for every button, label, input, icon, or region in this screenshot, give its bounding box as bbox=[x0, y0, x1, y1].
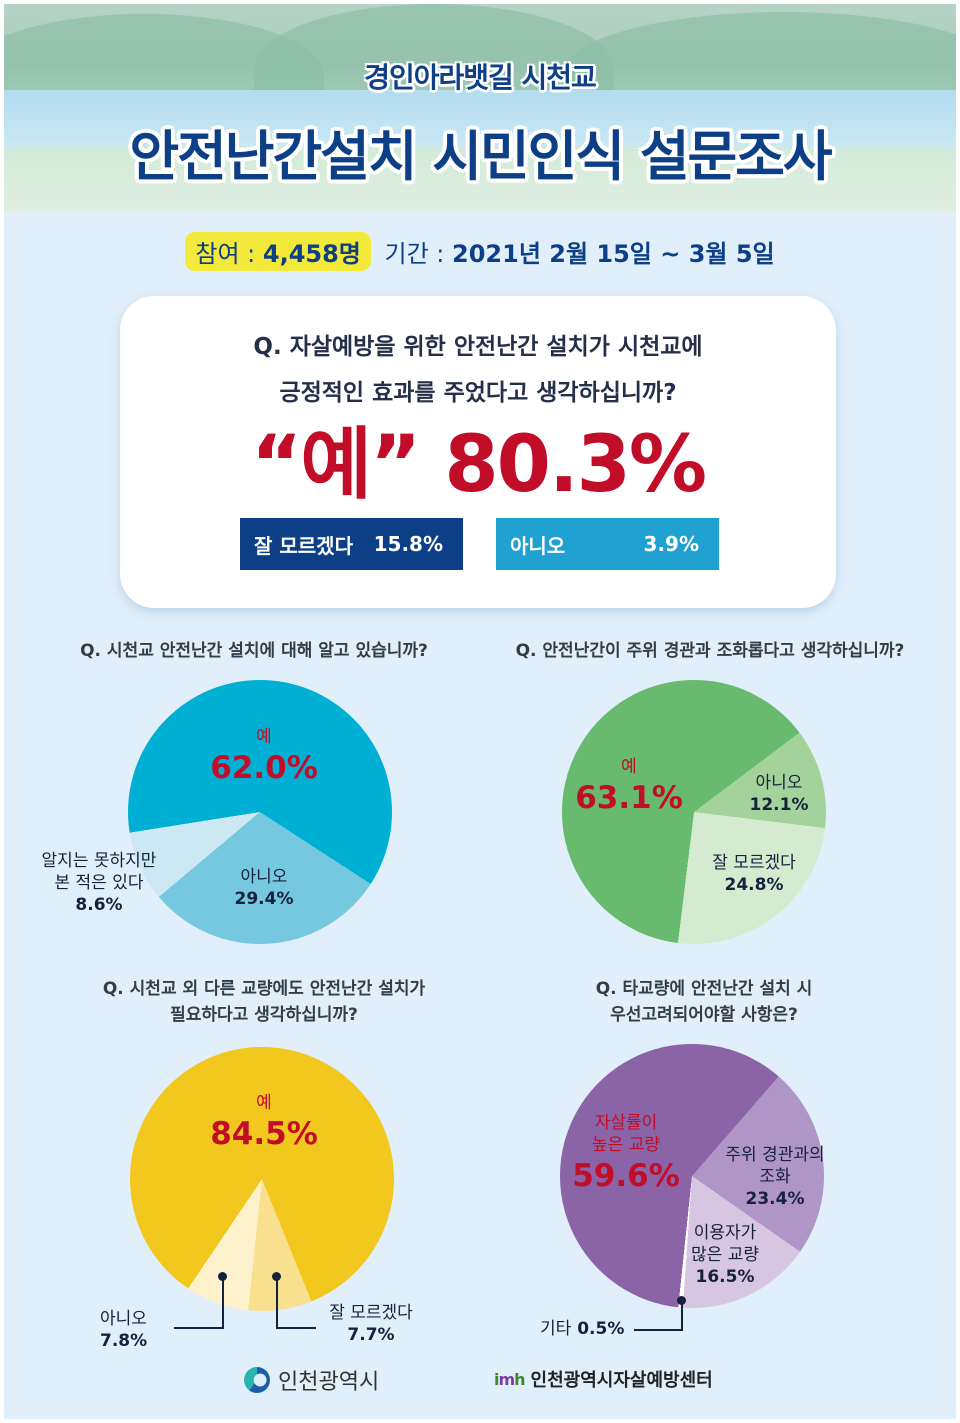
q4-label-landscape: 주위 경관과의 조화 23.4% bbox=[725, 1145, 825, 1209]
period: 기간 : 2021년 2월 15일 ~ 3월 5일 bbox=[385, 240, 775, 268]
q2-label-unsure: 잘 모르겠다 24.8% bbox=[712, 853, 796, 895]
result-box-unsure: 잘 모르겠다 15.8% bbox=[240, 518, 463, 570]
q2-label-no: 아니오 12.1% bbox=[749, 773, 809, 815]
main-question: Q. 자살예방을 위한 안전난간 설치가 시천교에 긍정적인 효과를 주었다고 … bbox=[120, 324, 836, 416]
q4-title: Q. 타교량에 안전난간 설치 시 우선고려되어야할 사항은? bbox=[595, 979, 813, 1025]
q1-label-seen: 알지는 못하지만 본 적은 있다 8.6% bbox=[41, 851, 157, 915]
period-label: 기간 : bbox=[384, 240, 453, 268]
q2-pie-chart bbox=[562, 680, 826, 944]
infographic: 경인아라뱃길 시천교 안전난간설치 시민인식 설문조사 참여 : 4,458명 … bbox=[4, 4, 956, 1419]
footer: 인천광역시 imh 인천광역시자살예방센터 bbox=[4, 1364, 956, 1404]
incheon-city-name: 인천광역시 bbox=[278, 1370, 380, 1395]
q1-label-no: 아니오 29.4% bbox=[234, 867, 294, 909]
river-illustration bbox=[4, 90, 956, 146]
imh-logo-icon: imh bbox=[494, 1369, 526, 1389]
q1-pie-chart bbox=[128, 680, 392, 944]
result-label: 아니오 bbox=[510, 533, 566, 558]
period-value: 2021년 2월 15일 ~ 3월 5일 bbox=[452, 240, 775, 268]
suicide-prevention-center-logo: imh 인천광역시자살예방센터 bbox=[494, 1366, 713, 1392]
q4-label-suicide-rate: 자살률이 높은 교량 59.6% bbox=[572, 1113, 680, 1194]
q4-pie-chart bbox=[560, 1044, 824, 1308]
q3-label-no: 아니오 7.8% bbox=[100, 1309, 148, 1351]
main-question-card: Q. 자살예방을 위한 안전난간 설치가 시천교에 긍정적인 효과를 주었다고 … bbox=[120, 296, 836, 608]
participation-value: 4,458명 bbox=[262, 240, 361, 268]
q2-label-yes: 예 63.1% bbox=[575, 757, 683, 816]
q4-label-many-users: 이용자가 많은 교량 16.5% bbox=[691, 1223, 759, 1287]
q3-title: Q. 시천교 외 다른 교량에도 안전난간 설치가 필요하다고 생각하십니까? bbox=[102, 979, 426, 1025]
q4-leader-line bbox=[634, 1329, 683, 1331]
main-question-line2: 긍정적인 효과를 주었다고 생각하십니까? bbox=[279, 380, 677, 406]
participation-badge: 참여 : 4,458명 bbox=[185, 232, 371, 271]
q2-title: Q. 안전난간이 주위 경관과 조화롭다고 생각하십니까? bbox=[515, 641, 905, 661]
participation-label: 참여 : bbox=[195, 240, 263, 268]
q4-label-other: 기타 0.5% bbox=[540, 1319, 625, 1339]
q3-label-yes: 예 84.5% bbox=[210, 1093, 318, 1152]
center-name: 인천광역시자살예방센터 bbox=[530, 1370, 713, 1391]
result-value: 3.9% bbox=[643, 532, 699, 556]
incheon-emblem-icon bbox=[244, 1367, 270, 1393]
q3-leader-line bbox=[276, 1276, 278, 1328]
q1-label-yes: 예 62.0% bbox=[210, 727, 318, 786]
q3-leader-line bbox=[174, 1327, 224, 1329]
q3-pie-chart bbox=[130, 1047, 394, 1311]
headline-result: “예” 80.3% bbox=[250, 420, 707, 510]
result-label: 잘 모르겠다 bbox=[254, 533, 353, 558]
q4-leader-line bbox=[681, 1300, 683, 1330]
q3-label-unsure: 잘 모르겠다 7.7% bbox=[329, 1303, 413, 1345]
main-question-line1: Q. 자살예방을 위한 안전난간 설치가 시천교에 bbox=[253, 334, 703, 360]
q1-title: Q. 시천교 안전난간 설치에 대해 알고 있습니까? bbox=[80, 641, 428, 661]
result-value: 15.8% bbox=[373, 532, 443, 556]
header-subtitle: 경인아라뱃길 시천교 bbox=[364, 61, 597, 94]
survey-info: 참여 : 4,458명 기간 : 2021년 2월 15일 ~ 3월 5일 bbox=[4, 232, 956, 271]
hero-banner: 경인아라뱃길 시천교 안전난간설치 시민인식 설문조사 bbox=[4, 4, 956, 212]
q3-leader-line bbox=[222, 1276, 224, 1328]
result-box-no: 아니오 3.9% bbox=[496, 518, 719, 570]
header-title: 안전난간설치 시민인식 설문조사 bbox=[129, 125, 832, 188]
incheon-city-logo: 인천광역시 bbox=[244, 1364, 379, 1396]
q3-leader-line bbox=[276, 1327, 316, 1329]
